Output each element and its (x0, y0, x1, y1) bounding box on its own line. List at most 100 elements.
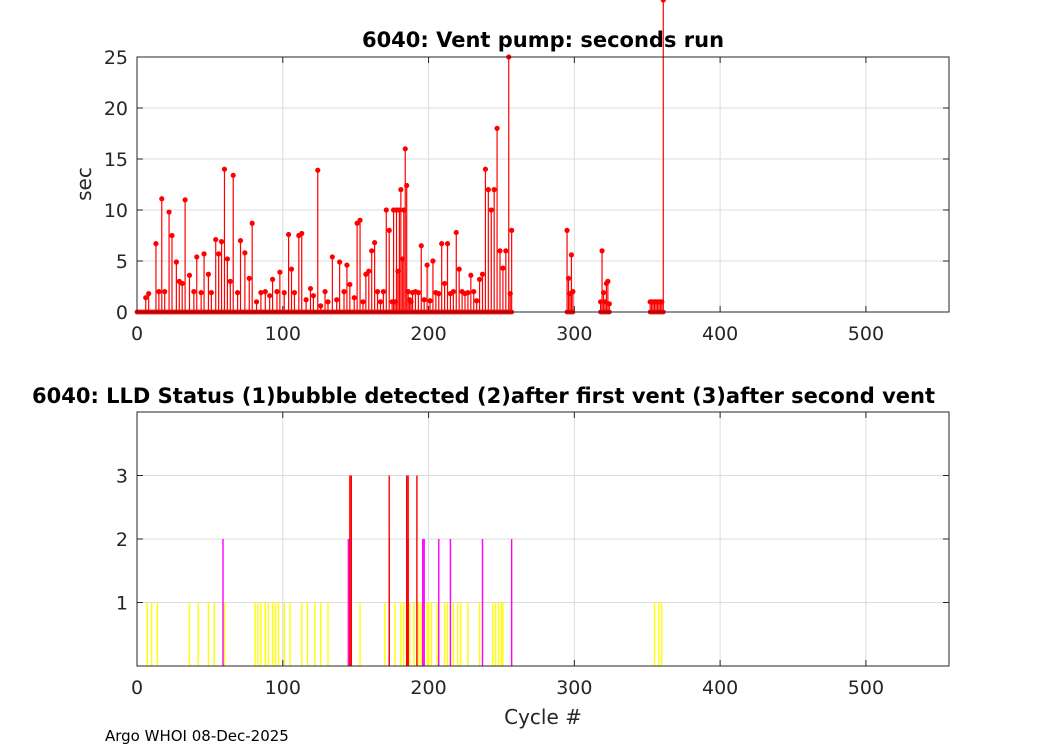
y-tick-label: 1 (116, 593, 128, 615)
x-tick-label: 0 (131, 677, 143, 699)
y-tick-label: 0 (116, 302, 128, 324)
stem-marker (325, 299, 331, 305)
y-tick-label: 5 (116, 251, 128, 273)
stem-marker (494, 125, 500, 131)
x-tick-label: 400 (702, 677, 738, 699)
stem-marker (201, 251, 207, 257)
vent-pump-title: 6040: Vent pump: seconds run (362, 28, 724, 52)
stem-marker (366, 268, 372, 274)
y-tick-label: 3 (116, 466, 128, 488)
stem-marker (351, 295, 357, 301)
y-tick-label: 25 (104, 47, 128, 69)
stem-marker (344, 262, 350, 268)
stem-marker (242, 250, 248, 256)
stem-marker (198, 290, 204, 296)
y-tick-label: 15 (104, 149, 128, 171)
stem-marker (491, 187, 497, 193)
stem-marker (249, 220, 255, 226)
stem-marker (444, 241, 451, 247)
stem-marker (224, 256, 230, 262)
stem-marker (166, 209, 172, 215)
stem-marker (213, 236, 219, 243)
stem-marker (509, 227, 515, 233)
stem-marker (307, 285, 314, 292)
stem-marker (398, 187, 404, 193)
stem-marker (194, 254, 200, 260)
stem-marker (277, 269, 283, 275)
stem-marker (329, 254, 335, 260)
stem-marker (341, 289, 347, 295)
stem-marker (246, 275, 252, 281)
stem-marker (415, 290, 421, 296)
stem-marker (405, 289, 411, 295)
x-tick-label: 500 (848, 677, 884, 699)
stem-marker (599, 248, 605, 254)
stem-marker (258, 290, 264, 296)
stem-marker (288, 266, 295, 272)
stem-marker (179, 280, 185, 287)
vent-pump-plot: 0 100 200 300 400 500 0 5 10 15 20 25 6040: Vent pum… (72, 0, 950, 345)
stem-marker (439, 241, 445, 247)
stem-marker (146, 291, 152, 297)
stem-marker (303, 297, 309, 303)
lld-series-bubble-detected (146, 602, 663, 666)
stem-marker (386, 227, 392, 233)
stem-marker (227, 278, 233, 284)
x-tick-label: 300 (556, 323, 592, 345)
stem-marker (274, 289, 280, 295)
stem-marker (291, 290, 298, 296)
stem-marker (471, 289, 477, 295)
stem-marker (318, 303, 324, 309)
stem-marker (322, 289, 328, 295)
stem-marker (262, 289, 268, 295)
stem-marker (143, 295, 149, 301)
stem-marker (191, 289, 197, 295)
stem-marker (173, 259, 179, 265)
stem-marker (315, 167, 321, 173)
stem-marker (404, 182, 410, 189)
stem-marker (503, 248, 509, 254)
stem-marker (374, 289, 381, 295)
stem-marker (441, 280, 448, 287)
stem-marker (430, 258, 436, 264)
stem-marker (377, 299, 384, 305)
stem-marker (418, 243, 424, 249)
stem-marker (600, 290, 607, 296)
lld-status-xlabel: Cycle # (504, 705, 582, 729)
stem-marker (568, 252, 575, 258)
stem-marker (500, 265, 506, 271)
stem-marker (476, 276, 483, 282)
stem-marker (216, 251, 222, 257)
stem-marker (421, 297, 427, 303)
axes-border (136, 56, 950, 313)
x-tick-label: 100 (265, 323, 301, 345)
y-tick-label: 20 (104, 98, 128, 120)
stem-marker (450, 289, 456, 295)
x-tick-label: 400 (702, 323, 738, 345)
stem-marker (497, 248, 503, 254)
stem-marker (253, 299, 260, 305)
x-tick-label: 200 (410, 323, 446, 345)
stem-marker (383, 207, 389, 213)
stem-marker (347, 281, 353, 288)
stem-marker (424, 262, 430, 268)
stem-marker (474, 298, 480, 304)
stem-marker (221, 166, 228, 172)
stem-marker (606, 301, 612, 307)
stem-marker (205, 271, 212, 277)
y-tick-label: 2 (116, 529, 128, 551)
lld-series-after-second-vent (349, 475, 418, 666)
stem-marker (159, 196, 165, 202)
stem-marker (153, 241, 159, 247)
stem-marker (453, 229, 459, 236)
stem-marker (337, 259, 343, 265)
stem-marker (267, 293, 273, 299)
plot-area (137, 57, 949, 312)
stem-marker (281, 290, 287, 296)
axes-border (136, 411, 950, 667)
stem-marker (186, 272, 193, 278)
vent-pump-series (134, 0, 666, 315)
stem-marker (485, 187, 491, 193)
stem-marker (565, 275, 572, 281)
lld-status-title: 6040: LLD Status (1)bubble detected (2)a… (32, 384, 935, 408)
